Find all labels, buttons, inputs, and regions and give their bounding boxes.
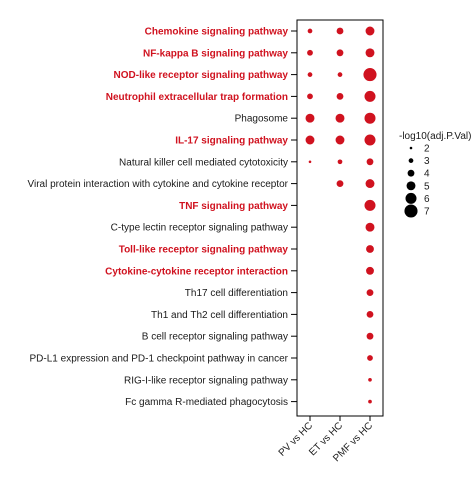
dot-pmf-vs-hc-b-cell-receptor-signaling-pathway [366, 332, 374, 340]
dot-pmf-vs-hc-nod-like-receptor-signaling-pathway [363, 68, 377, 82]
y-tick-label-b-cell-receptor-signaling-pathway: B cell receptor signaling pathway [142, 332, 288, 343]
legend-dot-5 [406, 181, 416, 191]
y-tick-label-tnf-signaling-pathway: TNF signaling pathway [179, 201, 288, 212]
y-tick-label-il-17-signaling-pathway: IL-17 signaling pathway [175, 136, 288, 147]
y-tick-label-neutrophil-extracellular-trap-formation: Neutrophil extracellular trap formation [106, 92, 288, 103]
y-tick-label-cytokine-cytokine-receptor-interaction: Cytokine-cytokine receptor interaction [105, 266, 288, 277]
dot-pmf-vs-hc-neutrophil-extracellular-trap-formation [364, 90, 376, 102]
legend-label-5: 5 [424, 181, 430, 192]
dot-pmf-vs-hc-il-17-signaling-pathway [364, 134, 376, 146]
y-axis-labels: Chemokine signaling pathway NF-kappa B si… [27, 27, 288, 409]
dot-pmf-vs-hc-nf-kappa-b-signaling-pathway [365, 48, 375, 58]
dot-pmf-vs-hc-pd-l1-expression-and-pd-1-checkpoint-pathway-in-cancer [367, 355, 373, 361]
dot-et-vs-hc-nf-kappa-b-signaling-pathway [336, 49, 344, 57]
dot-et-vs-hc-il-17-signaling-pathway [335, 135, 345, 145]
dot-pmf-vs-hc-natural-killer-cell-mediated-cytotoxicity [366, 158, 374, 166]
dot-pmf-vs-hc-phagosome [364, 112, 376, 124]
legend-dot-3 [408, 158, 414, 163]
dot-pmf-vs-hc-rig-i-like-receptor-signaling-pathway [368, 377, 372, 382]
y-tick-label-pd-l1-expression-and-pd-1-checkpoint-pathway-in-cancer: PD-L1 expression and PD-1 checkpoint pat… [30, 354, 289, 365]
legend-label-2: 2 [424, 144, 430, 155]
dot-et-vs-hc-natural-killer-cell-mediated-cytotoxicity [337, 159, 343, 165]
dot-et-vs-hc-nod-like-receptor-signaling-pathway [337, 72, 343, 77]
dot-pv-vs-hc-il-17-signaling-pathway [305, 135, 315, 145]
y-axis-ticks [291, 30, 297, 403]
legend-dot-4 [407, 169, 415, 177]
dot-pv-vs-hc-nod-like-receptor-signaling-pathway [307, 72, 313, 77]
dot-et-vs-hc-phagosome [335, 113, 345, 123]
dot-pv-vs-hc-natural-killer-cell-mediated-cytotoxicity [308, 160, 312, 164]
legend-label-3: 3 [424, 156, 430, 167]
dot-et-vs-hc-neutrophil-extracellular-trap-formation [336, 93, 344, 100]
y-tick-label-fc-gamma-r-mediated-phagocytosis: Fc gamma R-mediated phagocytosis [125, 397, 288, 408]
y-tick-label-nod-like-receptor-signaling-pathway: NOD-like receptor signaling pathway [114, 70, 289, 81]
dot-pmf-vs-hc-chemokine-signaling-pathway [365, 26, 375, 36]
dot-pmf-vs-hc-fc-gamma-r-mediated-phagocytosis [368, 399, 372, 404]
y-tick-label-toll-like-receptor-signaling-pathway: Toll-like receptor signaling pathway [119, 245, 289, 256]
legend-label-7: 7 [424, 207, 430, 218]
dot-pv-vs-hc-phagosome [305, 113, 315, 123]
x-axis-ticks [309, 416, 371, 421]
legend-dot-6 [405, 192, 417, 204]
legend-dot-2 [409, 146, 413, 150]
y-tick-label-c-type-lectin-receptor-signaling-pathway: C-type lectin receptor signaling pathway [111, 223, 288, 234]
dot-pmf-vs-hc-viral-protein-interaction-with-cytokine-and-cytokine-receptor [365, 179, 375, 189]
y-tick-label-phagosome: Phagosome [235, 114, 289, 125]
legend-label-6: 6 [424, 194, 430, 205]
y-tick-label-viral-protein-interaction-with-cytokine-and-cytokine-receptor: Viral protein interaction with cytokine … [27, 179, 288, 190]
dot-pmf-vs-hc-th1-and-th2-cell-differentiation [366, 311, 374, 318]
dot-et-vs-hc-chemokine-signaling-pathway [336, 27, 344, 35]
y-tick-label-natural-killer-cell-mediated-cytotoxicity: Natural killer cell mediated cytotoxicit… [119, 157, 288, 168]
dot-pmf-vs-hc-toll-like-receptor-signaling-pathway [366, 245, 374, 253]
dot-pmf-vs-hc-th17-cell-differentiation [366, 289, 374, 296]
dot-pv-vs-hc-neutrophil-extracellular-trap-formation [307, 93, 313, 100]
dot-pmf-vs-hc-c-type-lectin-receptor-signaling-pathway [365, 222, 375, 232]
dot-pv-vs-hc-nf-kappa-b-signaling-pathway [307, 49, 313, 56]
y-tick-label-rig-i-like-receptor-signaling-pathway: RIG-I-like receptor signaling pathway [124, 375, 288, 386]
y-tick-label-th1-and-th2-cell-differentiation: Th1 and Th2 cell differentiation [151, 310, 288, 321]
dot-pmf-vs-hc-tnf-signaling-pathway [364, 199, 376, 211]
y-tick-label-nf-kappa-b-signaling-pathway: NF-kappa B signaling pathway [143, 48, 288, 59]
y-tick-label-chemokine-signaling-pathway: Chemokine signaling pathway [145, 27, 289, 38]
legend-title: -log10(adj.P.Val) [399, 131, 471, 142]
dot-pv-vs-hc-chemokine-signaling-pathway [307, 28, 313, 34]
dot-pmf-vs-hc-cytokine-cytokine-receptor-interaction [366, 266, 374, 275]
legend-dot-7 [404, 204, 418, 218]
legend-label-4: 4 [424, 169, 430, 180]
y-tick-label-th17-cell-differentiation: Th17 cell differentiation [185, 288, 288, 299]
dot-et-vs-hc-viral-protein-interaction-with-cytokine-and-cytokine-receptor [336, 180, 344, 188]
data-points [305, 26, 377, 404]
